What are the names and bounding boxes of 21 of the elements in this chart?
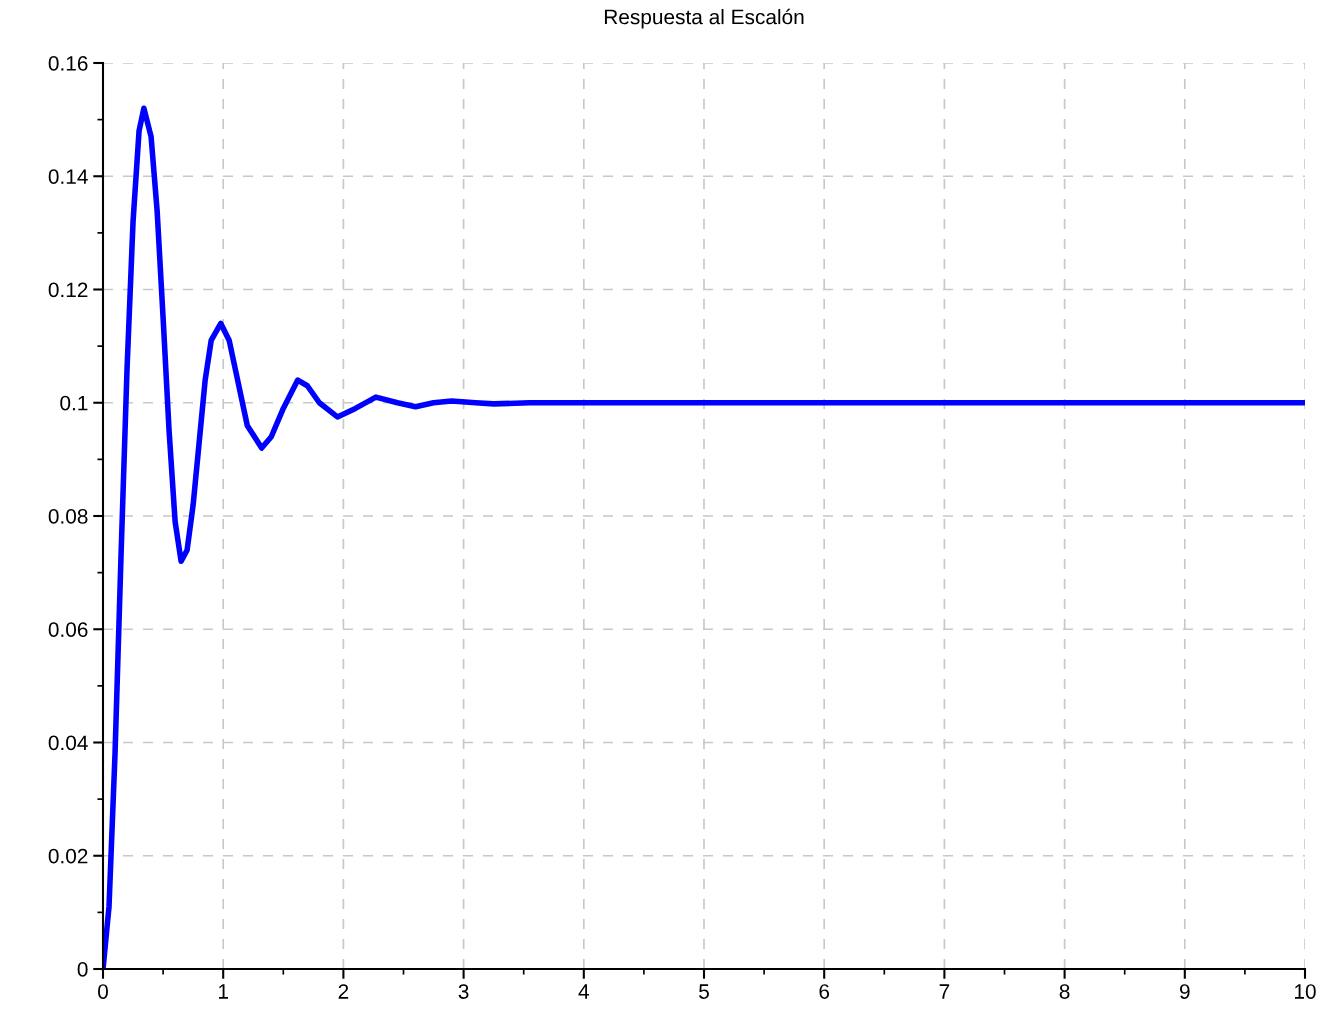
- y-tick-label: 0.14: [48, 169, 88, 184]
- y-tick-label: 0.04: [48, 735, 88, 751]
- x-tick-label: 4: [578, 984, 589, 999]
- y-tick-label: 0.1: [60, 395, 88, 411]
- y-tick-label: 0.08: [48, 509, 88, 524]
- y-tick-label: 0: [77, 962, 88, 977]
- chart-title: Respuesta al Escalón: [604, 8, 804, 29]
- x-tick-label: 9: [1179, 984, 1190, 999]
- y-tick-label: 0.16: [48, 56, 88, 71]
- x-tick-label: 1: [219, 984, 228, 999]
- x-tick-label: 3: [458, 984, 469, 999]
- x-tick-label: 2: [338, 984, 349, 999]
- x-tick-label: 10: [1295, 984, 1316, 999]
- x-tick-label: 0: [98, 984, 108, 999]
- x-tick-label: 5: [699, 984, 709, 999]
- y-tick-label: 0.06: [48, 622, 88, 637]
- x-tick-label: 7: [939, 984, 950, 999]
- x-tick-label: 6: [819, 984, 830, 999]
- y-tick-label: 0.02: [48, 848, 88, 864]
- y-tick-label: 0.12: [48, 282, 88, 298]
- x-tick-label: 8: [1059, 984, 1070, 999]
